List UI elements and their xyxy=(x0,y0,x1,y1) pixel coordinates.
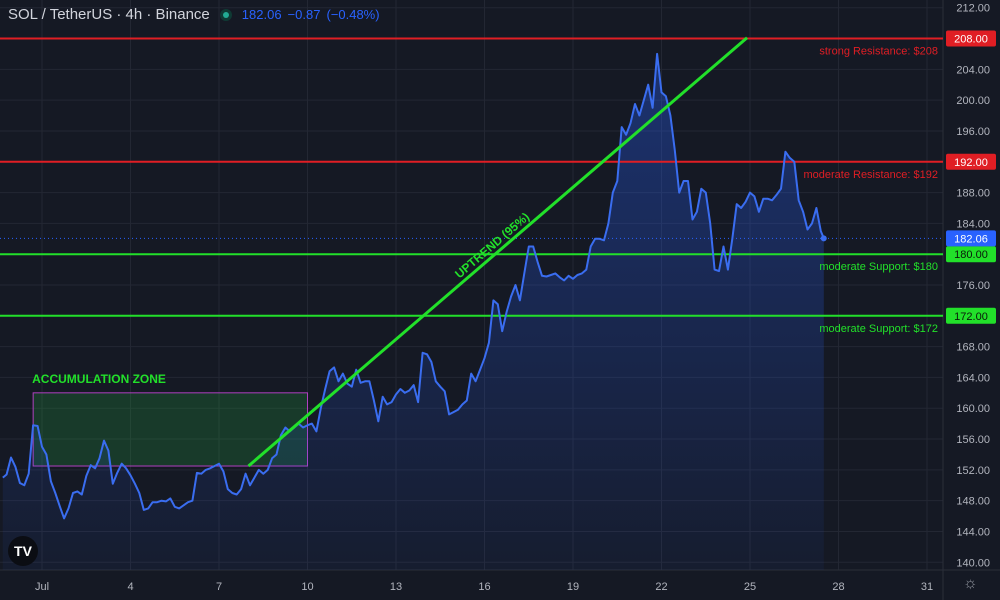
last-price-tag-bg xyxy=(946,230,996,247)
y-tick-label: 160.00 xyxy=(956,403,990,415)
quote-summary: 182.06 −0.87 (−0.48%) xyxy=(242,7,380,22)
x-tick-label: 28 xyxy=(832,581,844,593)
resistance-price-tag: 208.00 xyxy=(954,34,988,46)
resistance-price-tag-bg xyxy=(946,30,996,47)
symbol-title[interactable]: SOL / TetherUS · 4h · Binance xyxy=(8,6,210,23)
accumulation-zone-label: ACCUMULATION ZONE xyxy=(32,372,166,386)
chart-header: SOL / TetherUS · 4h · Binance 182.06 −0.… xyxy=(8,6,380,23)
last-price-text: 182.06 xyxy=(241,7,282,22)
y-tick-label: 168.00 xyxy=(956,342,990,354)
y-tick-label: 204.00 xyxy=(956,64,990,76)
last-price-tag: 182.06 xyxy=(954,233,988,245)
x-tick-label: 10 xyxy=(301,581,313,593)
x-tick-label: 16 xyxy=(478,581,490,593)
y-tick-label: 196.00 xyxy=(956,126,990,138)
x-tick-label: 19 xyxy=(567,581,579,593)
x-tick-label: 25 xyxy=(744,581,756,593)
gear-icon[interactable]: ☼ xyxy=(963,575,978,592)
y-tick-label: 184.00 xyxy=(956,218,990,230)
accumulation-zone-box[interactable] xyxy=(32,392,309,467)
y-tick-label: 152.00 xyxy=(956,465,990,477)
x-tick-label: 7 xyxy=(216,581,222,593)
support-price-tag: 172.00 xyxy=(954,311,988,323)
uptrend-line[interactable] xyxy=(247,36,749,468)
tradingview-logo-icon[interactable]: TV xyxy=(8,536,38,566)
y-tick-label: 156.00 xyxy=(956,434,990,446)
x-tick-label: Jul xyxy=(35,581,49,593)
y-tick-label: 148.00 xyxy=(956,496,990,508)
y-tick-label: 200.00 xyxy=(956,95,990,107)
change-pct-text: (−0.48%) xyxy=(326,7,380,22)
resistance-level-label: moderate Resistance: $192 xyxy=(803,169,938,181)
change-text: −0.87 xyxy=(287,7,321,22)
x-tick-label: 31 xyxy=(921,581,933,593)
x-tick-label: 13 xyxy=(390,581,402,593)
support-price-tag: 180.00 xyxy=(954,249,988,261)
y-tick-label: 188.00 xyxy=(956,188,990,200)
y-tick-label: 176.00 xyxy=(956,280,990,292)
resistance-price-tag-bg xyxy=(946,153,996,170)
support-level-label: moderate Support: $172 xyxy=(819,323,938,335)
y-tick-label: 144.00 xyxy=(956,526,990,538)
y-tick-label: 212.00 xyxy=(956,3,990,15)
resistance-level-label: strong Resistance: $208 xyxy=(819,46,938,58)
price-area-fill xyxy=(2,53,824,570)
y-tick-label: 164.00 xyxy=(956,372,990,384)
support-price-tag-bg xyxy=(946,307,996,324)
y-tick-label: 140.00 xyxy=(956,557,990,569)
resistance-price-tag: 192.00 xyxy=(954,157,988,169)
market-status-icon xyxy=(219,8,232,21)
logo-text: TV xyxy=(14,543,32,559)
support-level-label: moderate Support: $180 xyxy=(819,261,938,273)
support-price-tag-bg xyxy=(946,246,996,263)
x-tick-label: 4 xyxy=(127,581,133,593)
last-price-marker xyxy=(820,235,827,242)
price-line[interactable] xyxy=(2,52,825,520)
x-tick-label: 22 xyxy=(655,581,667,593)
